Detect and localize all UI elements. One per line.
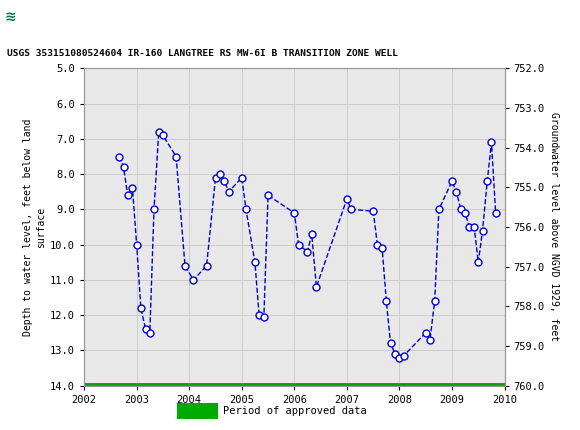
Text: ≋: ≋ (5, 10, 16, 24)
Text: Period of approved data: Period of approved data (223, 406, 367, 416)
FancyBboxPatch shape (3, 3, 35, 32)
Y-axis label: Groundwater level above NGVD 1929, feet: Groundwater level above NGVD 1929, feet (549, 113, 559, 341)
Text: USGS: USGS (39, 10, 86, 25)
Text: USGS 353151080524604 IR-160 LANGTREE RS MW-6I B TRANSITION ZONE WELL: USGS 353151080524604 IR-160 LANGTREE RS … (7, 49, 398, 58)
Y-axis label: Depth to water level, feet below land
surface: Depth to water level, feet below land su… (23, 118, 46, 336)
FancyBboxPatch shape (177, 403, 218, 418)
